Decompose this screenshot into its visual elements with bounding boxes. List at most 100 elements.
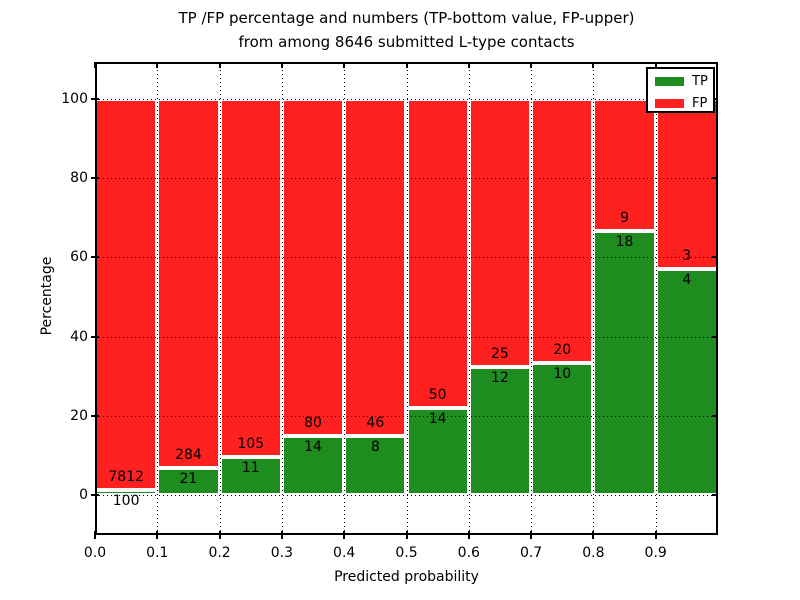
fp-count-label-9: 3 — [682, 247, 692, 264]
tp-count-label-4: 8 — [370, 439, 380, 456]
bar-segment-fp-1 — [157, 99, 220, 468]
bar-segment-fp-2 — [219, 99, 282, 458]
gridline-x-0.1 — [157, 62, 158, 535]
x-tick-top-0.1 — [156, 62, 159, 68]
y-tick-right-80 — [712, 177, 718, 180]
x-axis-label: Predicted probability — [334, 569, 479, 585]
x-tick-bottom-0.9 — [654, 531, 657, 539]
fp-count-label-2: 105 — [237, 436, 265, 453]
bar-segment-tp-7 — [531, 363, 594, 495]
y-tick-label-60: 60 — [70, 249, 88, 266]
y-tick-left-20 — [91, 414, 99, 417]
y-axis-label: Percentage — [39, 256, 55, 336]
x-tick-bottom-0.4 — [343, 531, 346, 539]
legend: TP FP — [646, 67, 715, 113]
x-tick-bottom-0.3 — [280, 531, 283, 539]
fp-count-label-1: 284 — [175, 446, 202, 463]
y-tick-left-100 — [91, 98, 99, 100]
gridline-y-80 — [95, 178, 718, 179]
x-tick-bottom-0.5 — [405, 531, 408, 539]
gridline-y-100 — [95, 99, 718, 100]
gridline-x-0.5 — [407, 62, 408, 535]
x-tick-label-0.5: 0.5 — [395, 545, 418, 561]
x-tick-top-0.7 — [530, 62, 533, 68]
y-tick-label-0: 0 — [79, 487, 88, 503]
x-tick-bottom-0.8 — [592, 531, 595, 539]
y-tick-label-100: 100 — [61, 91, 88, 107]
x-tick-top-0.5 — [405, 62, 408, 68]
y-tick-right-60 — [712, 256, 718, 259]
fp-count-label-6: 25 — [491, 345, 509, 362]
x-tick-top-0.8 — [592, 62, 595, 68]
gridline-x-0.8 — [593, 62, 594, 535]
y-tick-right-100 — [712, 98, 718, 100]
x-tick-bottom-0.1 — [156, 531, 159, 539]
legend-entry-tp: TP — [655, 72, 713, 91]
tp-count-label-7: 10 — [553, 366, 572, 382]
x-tick-label-0.1: 0.1 — [146, 545, 169, 561]
bar-segment-fp-4 — [344, 99, 407, 437]
tp-swatch-icon — [655, 77, 684, 86]
fp-count-label-7: 20 — [553, 342, 572, 358]
tp-count-label-1: 21 — [179, 470, 198, 487]
bar-segment-fp-0 — [95, 99, 158, 490]
y-tick-right-0 — [712, 494, 718, 496]
gridline-x-0.9 — [656, 62, 657, 535]
bar-segment-tp-9 — [655, 268, 718, 495]
bar-segment-tp-6 — [468, 366, 532, 495]
bar-segment-tp-4 — [344, 436, 407, 495]
x-tick-label-0.7: 0.7 — [519, 545, 543, 561]
bar-segment-fp-8 — [593, 99, 656, 231]
gridline-x-0.2 — [220, 62, 221, 535]
legend-label-fp: FP — [692, 95, 708, 111]
x-tick-bottom-0.7 — [530, 531, 533, 539]
y-tick-label-20: 20 — [70, 407, 88, 424]
bar-segment-fp-6 — [468, 99, 532, 367]
gridline-y-60 — [95, 257, 718, 258]
fp-count-label-0: 7812 — [108, 469, 144, 485]
x-tick-label-0.6: 0.6 — [457, 545, 480, 561]
y-tick-left-0 — [91, 494, 99, 496]
y-tick-label-40: 40 — [70, 328, 88, 345]
x-tick-top-0.0 — [94, 62, 96, 68]
gridline-x-0.6 — [469, 62, 470, 535]
x-tick-label-0.9: 0.9 — [644, 545, 667, 561]
y-tick-label-80: 80 — [70, 170, 88, 187]
legend-label-tp: TP — [692, 73, 708, 89]
y-tick-left-80 — [91, 177, 99, 180]
x-tick-top-0.9 — [654, 62, 657, 68]
plot-area — [95, 62, 718, 535]
x-tick-label-0.0: 0.0 — [83, 545, 107, 561]
fp-count-label-5: 50 — [428, 387, 447, 404]
gridline-y-40 — [95, 337, 718, 338]
gridline-x-0.7 — [531, 62, 532, 535]
x-tick-top-0.3 — [280, 62, 283, 68]
gridline-y-20 — [95, 416, 718, 417]
bar-segment-fp-5 — [406, 99, 469, 409]
chart-title: TP /FP percentage and numbers (TP-bottom… — [95, 6, 718, 54]
x-tick-label-0.4: 0.4 — [333, 545, 356, 561]
tp-count-label-3: 14 — [304, 439, 322, 456]
y-tick-right-20 — [712, 414, 718, 417]
bar-segment-fp-3 — [281, 99, 345, 437]
x-tick-label-0.3: 0.3 — [270, 545, 294, 561]
tp-count-label-2: 11 — [241, 460, 260, 477]
bar-segment-tp-1 — [157, 467, 220, 495]
x-tick-top-0.6 — [467, 62, 470, 68]
gridline-y-0 — [95, 495, 718, 496]
bar-segment-tp-8 — [593, 230, 656, 495]
fp-swatch-icon — [655, 99, 684, 108]
legend-entry-fp: FP — [655, 94, 713, 113]
y-tick-right-40 — [712, 335, 718, 338]
gridline-x-0.4 — [344, 62, 345, 535]
bar-segment-fp-7 — [531, 99, 594, 363]
tp-count-label-8: 18 — [615, 233, 634, 250]
tp-count-label-0: 100 — [112, 493, 140, 509]
tp-count-label-9: 4 — [682, 271, 692, 288]
fp-count-label-8: 9 — [620, 209, 629, 226]
chart-title-line1: TP /FP percentage and numbers (TP-bottom… — [178, 9, 635, 27]
tp-count-label-5: 14 — [428, 411, 447, 428]
x-tick-top-0.4 — [343, 62, 346, 68]
chart-title-line2: from among 8646 submitted L-type contact… — [238, 33, 575, 51]
bar-segment-tp-3 — [281, 436, 345, 495]
